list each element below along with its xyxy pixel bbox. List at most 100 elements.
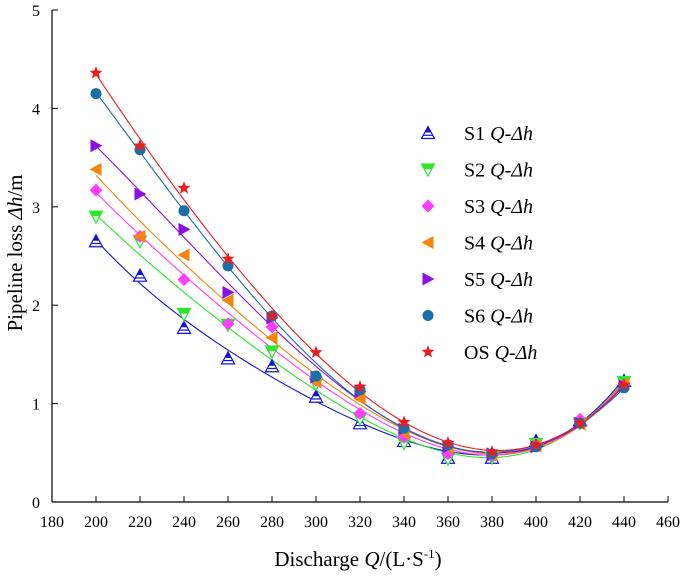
marker-shape bbox=[421, 199, 435, 213]
legend-marker bbox=[422, 272, 435, 286]
marker-shape bbox=[221, 293, 234, 307]
legend-label: OS Q-Δh bbox=[464, 342, 537, 364]
data-point-os bbox=[485, 444, 499, 458]
data-point-os bbox=[353, 380, 367, 393]
legend: S1 Q-Δh S2 Q-Δh S3 Q-Δh S4 Q-Δh S5 Q-Δh S6 Q-… bbox=[420, 123, 537, 364]
marker-fill bbox=[268, 359, 276, 366]
marker-fill bbox=[177, 308, 191, 314]
x-tick-label: 380 bbox=[480, 514, 504, 531]
data-point-s1 bbox=[220, 350, 236, 365]
marker-fill bbox=[424, 126, 432, 133]
marker-shape bbox=[421, 236, 434, 249]
marker-shape bbox=[309, 345, 323, 358]
data-point-s3 bbox=[89, 183, 103, 197]
data-point-os bbox=[177, 181, 191, 194]
marker-shape bbox=[265, 331, 278, 345]
data-points bbox=[88, 66, 632, 467]
data-point-s1 bbox=[132, 267, 148, 282]
marker-shape bbox=[353, 392, 366, 406]
x-tick-label: 340 bbox=[392, 514, 416, 531]
marker-shape bbox=[133, 138, 147, 152]
data-point-s4 bbox=[89, 162, 102, 176]
legend-label: S2 Q-Δh bbox=[464, 160, 533, 182]
data-point-s4 bbox=[265, 331, 278, 345]
y-tick-label: 4 bbox=[32, 101, 40, 118]
legend-item-os: OS Q-Δh bbox=[421, 342, 537, 364]
marker-shape bbox=[617, 378, 631, 391]
marker-shape bbox=[353, 380, 367, 393]
legend-item-s1: S1 Q-Δh bbox=[420, 123, 533, 145]
data-point-os bbox=[309, 345, 323, 358]
x-tick-label: 280 bbox=[260, 514, 284, 531]
marker-shape bbox=[222, 285, 235, 299]
marker-shape bbox=[422, 272, 435, 286]
marker-fill bbox=[421, 163, 435, 170]
legend-item-s3: S3 Q-Δh bbox=[421, 196, 533, 218]
data-point-os bbox=[265, 309, 279, 322]
marker-fill bbox=[224, 351, 232, 358]
data-point-s1 bbox=[264, 358, 280, 373]
axis-labels: Pipeline loss Δh/m Discharge Q/(L·S-1) 1… bbox=[3, 3, 680, 571]
legend-marker bbox=[421, 199, 435, 213]
data-point-os bbox=[397, 415, 411, 428]
legend-marker bbox=[422, 309, 434, 322]
marker-fill bbox=[89, 211, 103, 217]
data-point-s4 bbox=[221, 293, 234, 307]
marker-shape bbox=[178, 222, 191, 236]
y-tick-label: 2 bbox=[32, 298, 40, 315]
data-point-s4 bbox=[353, 392, 366, 406]
legend-label: S6 Q-Δh bbox=[464, 306, 533, 328]
data-point-s3 bbox=[353, 406, 367, 420]
marker-shape bbox=[89, 66, 103, 79]
legend-label: S3 Q-Δh bbox=[464, 196, 533, 218]
data-point-s6 bbox=[222, 260, 234, 272]
marker-fill bbox=[180, 321, 188, 328]
legend-label: S1 Q-Δh bbox=[464, 123, 533, 145]
data-point-os bbox=[617, 378, 631, 391]
x-tick-label: 420 bbox=[568, 514, 592, 531]
marker-shape bbox=[441, 436, 455, 449]
data-point-s1 bbox=[88, 233, 104, 248]
data-point-s1 bbox=[308, 388, 324, 403]
marker-shape bbox=[177, 248, 190, 262]
marker-shape bbox=[134, 187, 147, 201]
marker-shape bbox=[265, 309, 279, 322]
marker-fill bbox=[312, 390, 320, 397]
marker-shape bbox=[397, 415, 411, 428]
data-point-s3 bbox=[221, 317, 235, 331]
marker-shape bbox=[89, 183, 103, 197]
x-tick-label: 260 bbox=[216, 514, 240, 531]
data-point-s2 bbox=[176, 307, 192, 322]
data-point-os bbox=[133, 138, 147, 152]
data-point-s2 bbox=[264, 345, 280, 360]
data-point-os bbox=[89, 66, 103, 79]
data-point-s6 bbox=[178, 205, 190, 217]
marker-shape bbox=[177, 273, 191, 287]
marker-fill bbox=[136, 269, 144, 276]
data-point-os bbox=[441, 436, 455, 449]
marker-shape bbox=[177, 181, 191, 194]
data-point-s5 bbox=[134, 187, 147, 201]
data-point-s3 bbox=[177, 273, 191, 287]
legend-item-s2: S2 Q-Δh bbox=[420, 160, 533, 182]
x-tick-label: 440 bbox=[612, 514, 636, 531]
legend-item-s4: S4 Q-Δh bbox=[421, 233, 533, 255]
data-point-s5 bbox=[178, 222, 191, 236]
legend-marker bbox=[420, 163, 436, 178]
marker-shape bbox=[529, 438, 543, 451]
legend-label: S5 Q-Δh bbox=[464, 269, 533, 291]
data-point-s1 bbox=[176, 320, 192, 334]
y-tick-label: 1 bbox=[32, 397, 40, 414]
x-tick-label: 220 bbox=[128, 514, 152, 531]
x-axis-title: Discharge Q/(L·S-1) bbox=[274, 546, 441, 571]
legend-marker bbox=[421, 345, 435, 358]
x-tick-label: 200 bbox=[84, 514, 108, 531]
x-tick-label: 320 bbox=[348, 514, 372, 531]
marker-shape bbox=[422, 309, 434, 322]
marker-shape bbox=[310, 370, 322, 382]
marker-shape bbox=[421, 345, 435, 358]
data-point-os bbox=[529, 438, 543, 451]
fit-curve-s5 bbox=[95, 145, 625, 454]
marker-shape bbox=[90, 139, 103, 153]
marker-shape bbox=[573, 416, 587, 429]
